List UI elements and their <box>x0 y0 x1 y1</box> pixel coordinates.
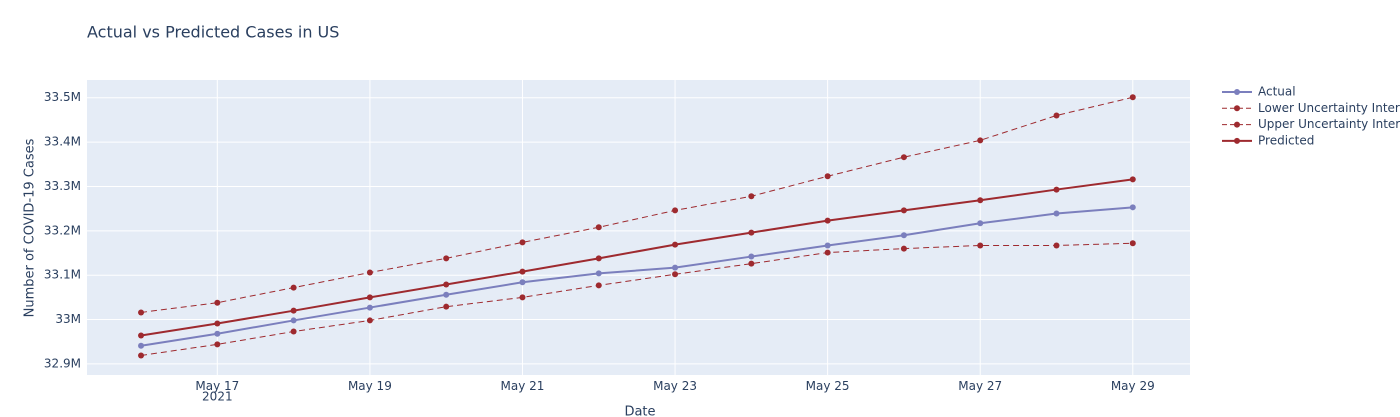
data-point <box>900 207 907 214</box>
x-tick-label: May 25 <box>806 379 850 393</box>
data-point <box>977 220 984 227</box>
data-point <box>977 197 984 204</box>
data-point <box>748 229 755 236</box>
series-line <box>140 96 1133 313</box>
legend-label: Actual <box>1258 85 1296 99</box>
y-tick-label: 33.3M <box>44 179 81 193</box>
x-tick-label: May 17 <box>195 379 239 393</box>
data-point <box>214 341 221 348</box>
data-point <box>290 328 297 335</box>
data-point <box>595 270 602 277</box>
data-point <box>366 269 373 276</box>
data-point <box>519 239 526 246</box>
x-axis-title: Date <box>624 405 655 417</box>
data-point <box>824 242 831 249</box>
data-point <box>214 330 221 337</box>
data-point <box>900 232 907 239</box>
y-tick-label: 33.2M <box>44 223 81 237</box>
legend-marker <box>1234 89 1240 95</box>
y-axis-title: Number of COVID-19 Cases <box>23 138 38 317</box>
data-point <box>900 154 907 161</box>
data-point <box>672 264 679 271</box>
data-point <box>900 245 907 252</box>
data-point <box>748 253 755 260</box>
legend-label: Lower Uncertainty Interval <box>1258 101 1400 115</box>
data-point <box>595 282 602 289</box>
x-tick-label: May 19 <box>348 379 392 393</box>
series-line <box>140 206 1133 347</box>
data-point <box>748 193 755 200</box>
data-point <box>443 255 450 262</box>
data-point <box>824 217 831 224</box>
chart-title: Actual vs Predicted Cases in US <box>87 23 339 42</box>
data-point <box>977 137 984 144</box>
data-point <box>214 299 221 306</box>
legend-marker <box>1234 137 1240 144</box>
data-point <box>443 303 450 310</box>
y-tick-label: 33.4M <box>44 135 81 149</box>
data-point <box>366 304 373 311</box>
legend-label: Upper Uncertainty Interval <box>1258 117 1400 131</box>
data-point <box>214 320 221 327</box>
legend-marker <box>1234 105 1240 112</box>
x-tick-label: May 29 <box>1111 379 1155 393</box>
data-point <box>366 294 373 301</box>
data-point <box>977 242 984 249</box>
data-point <box>1053 112 1060 119</box>
data-point <box>1129 176 1136 183</box>
y-tick-label: 33.1M <box>44 268 81 282</box>
data-point <box>595 255 602 262</box>
data-point <box>519 279 526 286</box>
data-point <box>290 307 297 314</box>
series-line <box>140 178 1133 337</box>
data-point <box>672 241 679 248</box>
data-point <box>290 284 297 291</box>
data-point <box>1129 240 1136 247</box>
x-tick-year: 2021 <box>202 390 233 404</box>
y-tick-label: 32.9M <box>44 356 81 370</box>
x-tick-label: May 27 <box>958 379 1002 393</box>
data-point <box>672 271 679 278</box>
legend-label: Predicted <box>1258 133 1314 147</box>
data-point <box>595 224 602 231</box>
data-point <box>519 268 526 275</box>
data-point <box>138 342 145 349</box>
data-point <box>138 309 145 316</box>
plot-area <box>87 80 1190 375</box>
data-point <box>138 352 145 359</box>
data-point <box>1053 186 1060 193</box>
y-tick-label: 33.5M <box>44 90 81 104</box>
y-tick-label: 33M <box>55 312 81 326</box>
data-point <box>366 317 373 324</box>
data-point <box>1129 94 1136 101</box>
data-point <box>748 260 755 267</box>
data-point <box>824 249 831 256</box>
data-point <box>1053 242 1060 249</box>
data-point <box>138 332 145 339</box>
data-point <box>519 294 526 301</box>
x-tick-label: May 21 <box>501 379 545 393</box>
data-point <box>443 281 450 288</box>
x-tick-label: May 23 <box>653 379 697 393</box>
series-line <box>140 242 1133 356</box>
data-point <box>672 207 679 214</box>
data-point <box>443 291 450 298</box>
data-point <box>1053 210 1060 217</box>
legend-marker <box>1234 121 1240 128</box>
data-point <box>290 317 297 324</box>
data-point <box>824 173 831 180</box>
data-point <box>1129 204 1136 211</box>
